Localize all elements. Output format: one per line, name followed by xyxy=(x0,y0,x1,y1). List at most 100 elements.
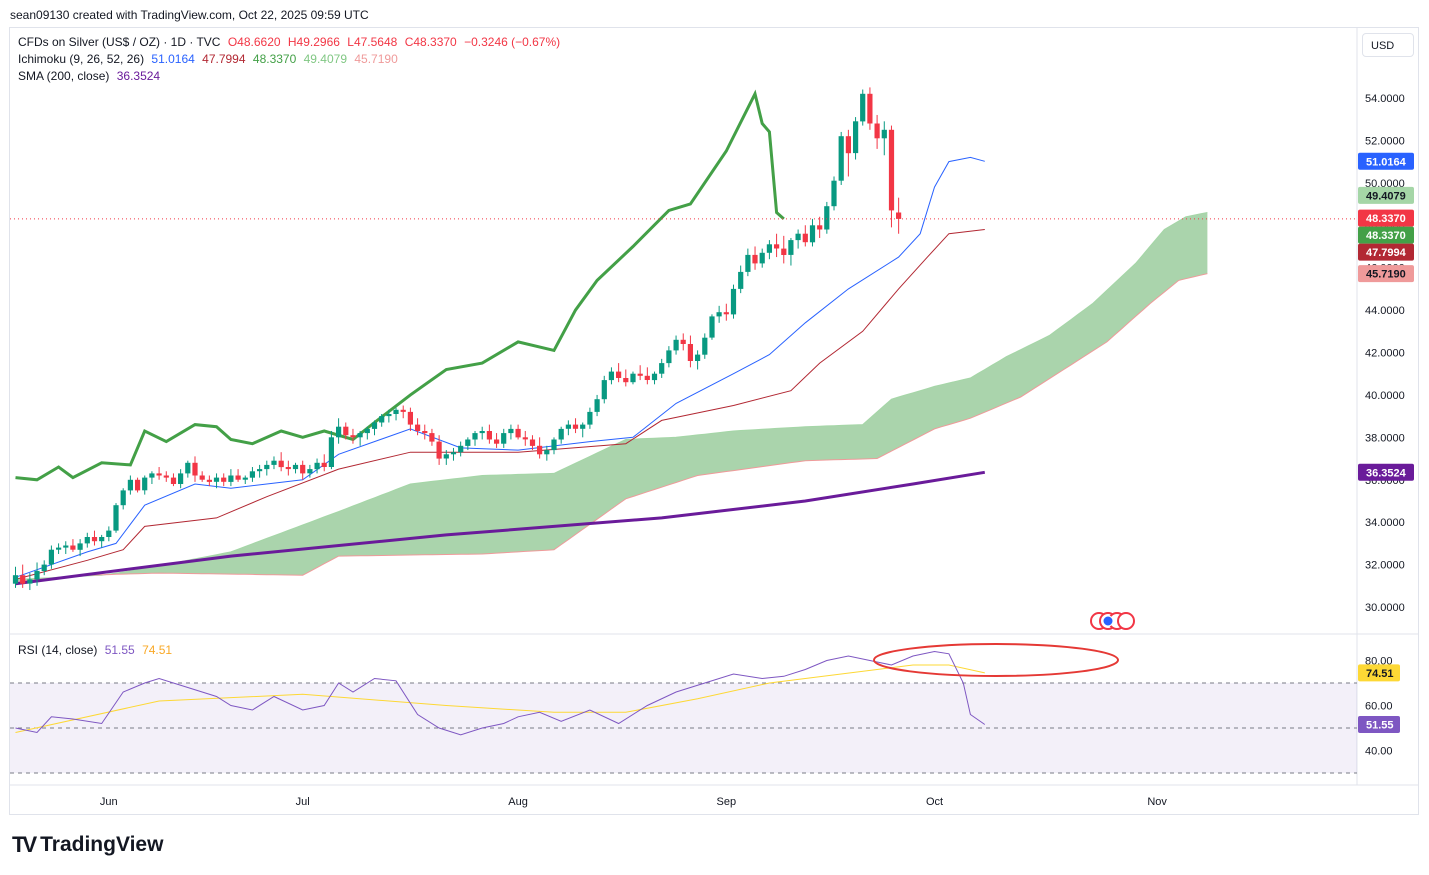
price-label-box xyxy=(1358,463,1414,481)
candle-body xyxy=(12,575,19,584)
candle-body xyxy=(888,129,895,211)
rsi-label-text: 74.51 xyxy=(1366,668,1394,680)
us-flag-icon xyxy=(1102,615,1114,627)
price-tick-label: 44.0000 xyxy=(1365,305,1405,317)
candle-body xyxy=(156,473,162,476)
sma-value: 36.3524 xyxy=(116,69,161,83)
candle-body xyxy=(716,312,722,317)
price-label-text: 47.7994 xyxy=(1366,247,1407,259)
candle-body xyxy=(802,233,808,243)
price-tick-label: 50.0000 xyxy=(1365,178,1405,190)
candle-body xyxy=(738,271,744,289)
candle-body xyxy=(752,254,758,264)
candle-body xyxy=(508,428,514,434)
price-label-box xyxy=(1358,226,1414,244)
candle-body xyxy=(106,530,112,537)
sma200-line xyxy=(15,470,986,586)
candle-body xyxy=(572,424,579,429)
candle-body xyxy=(817,225,823,230)
candle-body xyxy=(723,312,729,315)
candle-body xyxy=(213,477,220,482)
candle-body xyxy=(285,467,291,470)
candle-body xyxy=(257,469,263,472)
candle-body xyxy=(867,93,873,124)
rsi-tick-label: 60.00 xyxy=(1365,701,1393,713)
legend-rsi: RSI (14, close) 51.55 74.51 xyxy=(18,643,176,657)
candle-body xyxy=(515,428,521,438)
time-tick-label: Jun xyxy=(100,796,118,808)
rsi-label-text: 51.55 xyxy=(1366,720,1394,732)
candle-body xyxy=(637,373,643,376)
candle-body xyxy=(56,547,62,550)
candle-body xyxy=(371,422,378,429)
sma-title[interactable]: SMA (200, close) xyxy=(18,69,110,83)
price-label-text: 48.3370 xyxy=(1366,213,1406,225)
tradingview-brand[interactable]: TV TradingView xyxy=(12,832,163,858)
candle-body xyxy=(687,344,693,361)
candle-body xyxy=(666,350,672,364)
candle-body xyxy=(350,435,356,438)
candle-body xyxy=(860,93,866,122)
price-tick-label: 38.0000 xyxy=(1365,432,1405,444)
candle-body xyxy=(881,129,887,139)
cloud-span-a-line xyxy=(15,212,1208,580)
candle-body xyxy=(242,477,248,480)
ichimoku-title[interactable]: Ichimoku (9, 26, 52, 26) xyxy=(18,52,145,66)
candle-body xyxy=(264,464,270,470)
candle-body xyxy=(494,439,500,444)
candle-body xyxy=(781,248,787,255)
candle-body xyxy=(745,254,751,272)
candle-body xyxy=(120,490,126,506)
candle-body xyxy=(307,469,313,474)
currency-button[interactable]: USD xyxy=(1362,33,1414,57)
candle-body xyxy=(580,424,586,429)
event-markers xyxy=(1090,612,1135,630)
candle-body xyxy=(292,464,299,470)
price-label-box xyxy=(1358,209,1414,227)
candle-body xyxy=(34,570,40,580)
candle-body xyxy=(673,339,679,351)
candle-body xyxy=(386,414,392,417)
candle-body xyxy=(343,426,349,436)
candle-body xyxy=(537,445,543,455)
candle-body xyxy=(99,537,105,542)
candle-body xyxy=(393,409,399,414)
candle-body xyxy=(178,473,184,484)
candle-body xyxy=(206,479,212,482)
candle-body xyxy=(400,409,406,412)
price-label-text: 49.4079 xyxy=(1366,190,1406,202)
price-label-text: 51.0164 xyxy=(1366,156,1407,168)
candle-body xyxy=(630,373,636,383)
legend-main: CFDs on Silver (US$ / OZ) · 1D · TVC O48… xyxy=(18,35,564,49)
candle-body xyxy=(429,433,435,442)
price-tick-label: 30.0000 xyxy=(1365,602,1405,614)
candle-body xyxy=(314,462,320,470)
price-label-text: 48.3370 xyxy=(1366,230,1406,242)
candle-body xyxy=(695,354,701,361)
ichimoku-lagging-value: 48.3370 xyxy=(252,52,297,66)
time-tick-label: Aug xyxy=(508,796,528,808)
time-axis: Jun Jul Aug Sep Oct Nov xyxy=(100,796,1167,808)
candle-body xyxy=(235,475,241,480)
created-note: sean09130 created with TradingView.com, … xyxy=(10,8,369,22)
candle-body xyxy=(486,431,492,440)
candle-body xyxy=(845,136,851,154)
candle-body xyxy=(221,477,227,482)
symbol-title[interactable]: CFDs on Silver (US$ / OZ) · 1D · TVC xyxy=(18,35,221,49)
candle-body xyxy=(436,441,442,459)
ichimoku-spanb-value: 45.7190 xyxy=(354,52,398,66)
price-label-box xyxy=(1358,186,1414,204)
rsi-ma-value: 74.51 xyxy=(142,643,173,657)
rsi-title[interactable]: RSI (14, close) xyxy=(18,643,98,657)
candle-body xyxy=(702,337,708,355)
price-label-box xyxy=(1358,243,1414,261)
candle-body xyxy=(551,439,557,451)
candle-body xyxy=(774,244,780,249)
rsi-ma-line xyxy=(15,664,985,733)
candle-body xyxy=(379,416,385,423)
ohlc-open: O48.6620 xyxy=(227,35,281,49)
price-label-box xyxy=(1358,265,1414,283)
rsi-annotation-ellipse xyxy=(873,643,1119,677)
